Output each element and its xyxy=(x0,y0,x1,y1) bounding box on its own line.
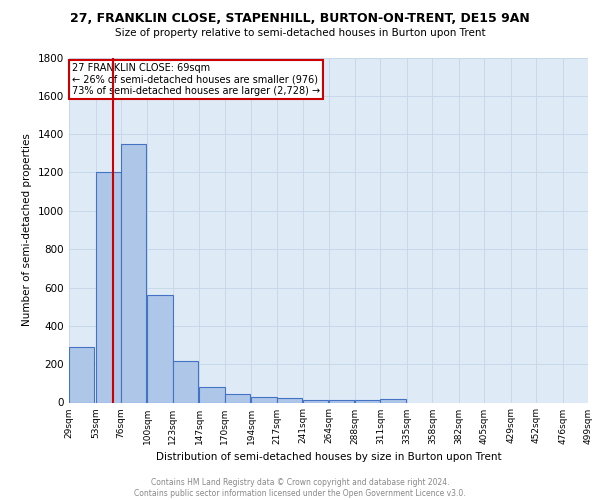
Bar xyxy=(355,400,380,402)
Bar xyxy=(95,172,121,402)
Bar xyxy=(380,398,406,402)
Bar xyxy=(277,398,302,402)
Bar xyxy=(199,387,224,402)
X-axis label: Distribution of semi-detached houses by size in Burton upon Trent: Distribution of semi-detached houses by … xyxy=(155,452,502,462)
Text: 27 FRANKLIN CLOSE: 69sqm
← 26% of semi-detached houses are smaller (976)
73% of : 27 FRANKLIN CLOSE: 69sqm ← 26% of semi-d… xyxy=(71,62,320,96)
Bar xyxy=(173,362,198,403)
Bar xyxy=(329,400,354,402)
Text: Size of property relative to semi-detached houses in Burton upon Trent: Size of property relative to semi-detach… xyxy=(115,28,485,38)
Bar xyxy=(251,397,277,402)
Bar xyxy=(121,144,146,403)
Bar xyxy=(303,400,329,402)
Y-axis label: Number of semi-detached properties: Number of semi-detached properties xyxy=(22,134,32,326)
Text: Contains HM Land Registry data © Crown copyright and database right 2024.
Contai: Contains HM Land Registry data © Crown c… xyxy=(134,478,466,498)
Bar xyxy=(148,295,173,403)
Text: 27, FRANKLIN CLOSE, STAPENHILL, BURTON-ON-TRENT, DE15 9AN: 27, FRANKLIN CLOSE, STAPENHILL, BURTON-O… xyxy=(70,12,530,26)
Bar xyxy=(69,347,94,403)
Bar xyxy=(224,394,250,402)
